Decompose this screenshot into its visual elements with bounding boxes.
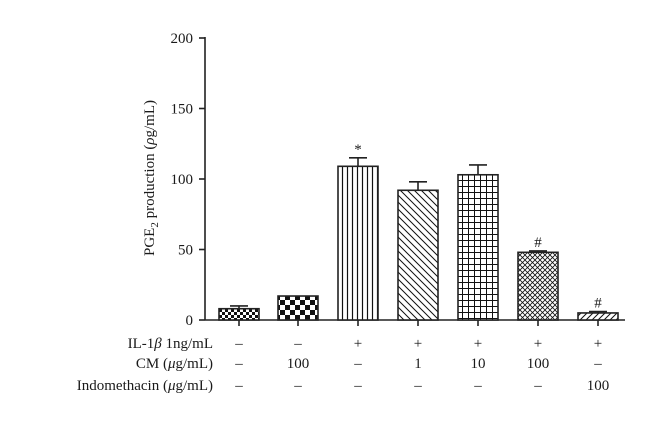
condition-value: – [234,356,243,372]
significance-marker: # [594,296,602,312]
bar-group: * [337,142,379,321]
bar [397,189,439,321]
y-tick-label: 50 [178,243,193,259]
y-tick-label: 200 [171,31,194,47]
condition-table: IL-1β 1ng/mL – – + + + + + CM (μg/mL) – 100 – 1 10 100… [77,336,610,394]
bar [337,165,379,321]
condition-label: Indomethacin (μg/mL) [77,378,213,394]
bar-group [218,305,260,321]
condition-value: + [594,336,602,352]
bar-group [397,181,439,321]
condition-value: 100 [587,378,610,394]
bar [277,295,319,321]
bar [577,312,619,321]
condition-value: – [293,336,302,352]
y-tick-label: 0 [186,313,194,329]
condition-label: IL-1β 1ng/mL [128,336,213,352]
y-tick-label: 100 [171,172,194,188]
y-axis-title-tail: g/mL) [142,100,158,138]
significance-marker: * [354,142,362,158]
condition-value: – [234,378,243,394]
condition-value: – [353,356,362,372]
condition-value: 1 [414,356,422,372]
condition-value: – [593,356,602,372]
y-axis-title-rho: ρ [142,137,158,145]
y-axis-title-rest: production ( [142,145,158,222]
y-axis-title: PGE2 production (ρg/mL) [142,100,161,256]
y-axis-title-sub: 2 [149,222,161,228]
y-tick-label: 150 [171,102,194,118]
bar [218,307,260,321]
condition-value: + [474,336,482,352]
bar-group: # [577,296,619,321]
condition-value: + [534,336,542,352]
condition-value: – [413,378,422,394]
bar-group [277,295,319,321]
bar [517,251,559,321]
bar-group: # [517,235,559,321]
condition-value: 10 [471,356,486,372]
condition-value: – [293,378,302,394]
bar [457,173,499,321]
bar-group [457,164,499,321]
bars: * # # [218,142,619,321]
condition-value: – [533,378,542,394]
condition-value: 100 [287,356,310,372]
condition-value: – [473,378,482,394]
condition-value: – [234,336,243,352]
significance-marker: # [534,235,542,251]
condition-value: + [414,336,422,352]
condition-value: – [353,378,362,394]
condition-value: + [354,336,362,352]
condition-label: CM (μg/mL) [136,356,213,372]
y-axis-title-main: PGE [142,228,158,256]
condition-value: 100 [527,356,550,372]
